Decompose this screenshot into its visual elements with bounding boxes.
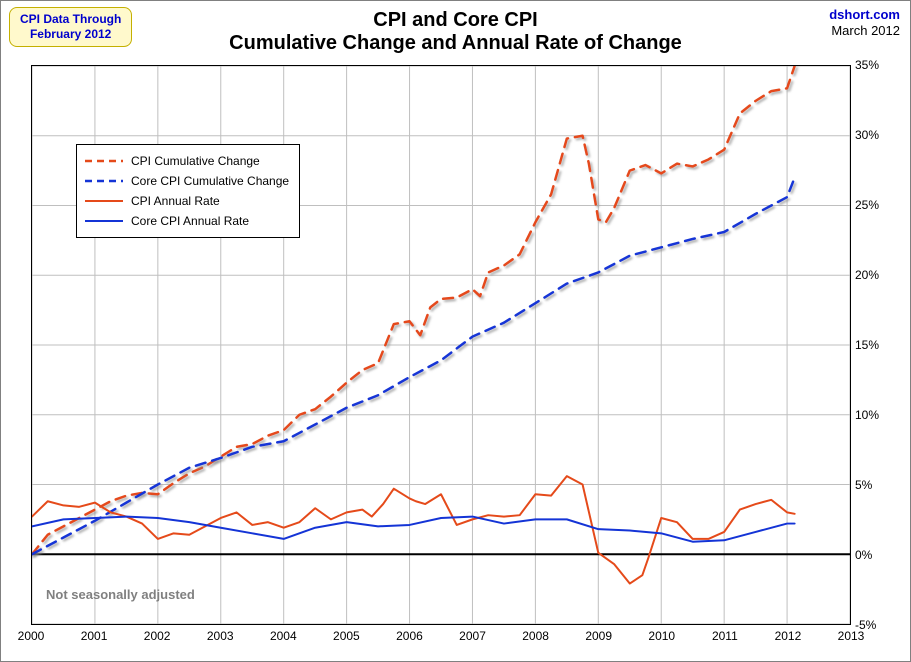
y-axis-labels: -5%0%5%10%15%20%25%30%35% [855,65,905,625]
legend-swatch [85,214,123,228]
legend-swatch [85,194,123,208]
legend-item: Core CPI Cumulative Change [85,171,289,191]
x-tick-label: 2003 [207,629,234,643]
y-tick-label: -5% [855,618,876,632]
chart-container: { "badge": { "line1": "CPI Data Through"… [0,0,911,662]
y-tick-label: 20% [855,268,879,282]
x-tick-label: 2005 [333,629,360,643]
chart-title: CPI and Core CPI Cumulative Change and A… [1,9,910,55]
x-tick-label: 2007 [459,629,486,643]
plot-area: CPI Cumulative Change Core CPI Cumulative… [31,65,851,625]
y-tick-label: 0% [855,548,872,562]
series-core_cpi_annual [32,517,795,542]
x-tick-label: 2000 [18,629,45,643]
x-tick-label: 2002 [144,629,171,643]
legend-swatch [85,154,123,168]
y-tick-label: 25% [855,198,879,212]
x-tick-label: 2001 [81,629,108,643]
footnote: Not seasonally adjusted [46,587,195,602]
legend-item: Core CPI Annual Rate [85,211,289,231]
y-tick-label: 5% [855,478,872,492]
legend-item: CPI Cumulative Change [85,151,289,171]
x-tick-label: 2008 [522,629,549,643]
y-tick-label: 35% [855,58,879,72]
legend-label: Core CPI Cumulative Change [131,174,289,188]
legend-item: CPI Annual Rate [85,191,289,211]
series-cpi_cumulative [32,66,795,554]
legend-label: Core CPI Annual Rate [131,214,249,228]
x-tick-label: 2011 [712,629,738,643]
x-tick-label: 2006 [396,629,423,643]
x-tick-label: 2009 [585,629,612,643]
y-tick-label: 30% [855,128,879,142]
x-axis-labels: 2000200120022003200420052006200720082009… [31,629,851,649]
x-tick-label: 2004 [270,629,297,643]
legend: CPI Cumulative Change Core CPI Cumulative… [76,144,300,238]
legend-label: CPI Annual Rate [131,194,220,208]
legend-label: CPI Cumulative Change [131,154,260,168]
y-tick-label: 15% [855,338,879,352]
legend-swatch [85,174,123,188]
x-tick-label: 2010 [648,629,675,643]
title-line2: Cumulative Change and Annual Rate of Cha… [1,32,910,55]
x-tick-label: 2012 [775,629,802,643]
title-line1: CPI and Core CPI [1,9,910,32]
y-tick-label: 10% [855,408,879,422]
series-cpi_annual [32,476,795,583]
